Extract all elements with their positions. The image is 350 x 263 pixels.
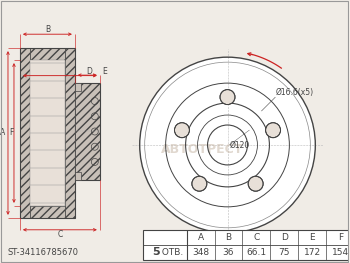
Text: E: E bbox=[309, 233, 315, 242]
Text: B: B bbox=[45, 25, 50, 34]
Circle shape bbox=[220, 90, 235, 105]
Text: ST-34116785670: ST-34116785670 bbox=[8, 248, 79, 257]
Bar bbox=[30, 206, 65, 218]
Text: 75: 75 bbox=[279, 248, 290, 257]
Circle shape bbox=[174, 123, 189, 138]
Bar bbox=[75, 83, 81, 91]
Text: A: A bbox=[0, 129, 6, 138]
Text: 348: 348 bbox=[192, 248, 209, 257]
Bar bbox=[75, 83, 100, 180]
Bar bbox=[20, 48, 30, 218]
Text: 5: 5 bbox=[153, 247, 160, 257]
Bar bbox=[75, 172, 81, 180]
Text: 36: 36 bbox=[223, 248, 234, 257]
Text: F: F bbox=[9, 129, 13, 138]
Text: F: F bbox=[338, 233, 343, 242]
Text: C: C bbox=[253, 233, 260, 242]
Text: E: E bbox=[103, 67, 107, 76]
Circle shape bbox=[192, 176, 207, 191]
Text: Ø120: Ø120 bbox=[230, 140, 250, 149]
Circle shape bbox=[140, 57, 315, 233]
Text: B: B bbox=[225, 233, 232, 242]
Text: A: A bbox=[197, 233, 204, 242]
Text: ОТВ.: ОТВ. bbox=[159, 248, 183, 257]
Bar bbox=[143, 230, 350, 260]
Text: D: D bbox=[86, 67, 92, 76]
Text: D: D bbox=[281, 233, 288, 242]
Circle shape bbox=[266, 123, 281, 138]
Text: АВТОТРЕСТ: АВТОТРЕСТ bbox=[161, 143, 244, 156]
Text: 172: 172 bbox=[304, 248, 321, 257]
Text: C: C bbox=[57, 230, 63, 239]
Bar bbox=[65, 48, 75, 218]
Bar bbox=[30, 48, 65, 60]
Text: 154: 154 bbox=[332, 248, 349, 257]
Circle shape bbox=[248, 176, 263, 191]
Bar bbox=[30, 60, 65, 206]
Text: Ø16.6(x5): Ø16.6(x5) bbox=[275, 88, 314, 97]
Text: 66.1: 66.1 bbox=[246, 248, 266, 257]
